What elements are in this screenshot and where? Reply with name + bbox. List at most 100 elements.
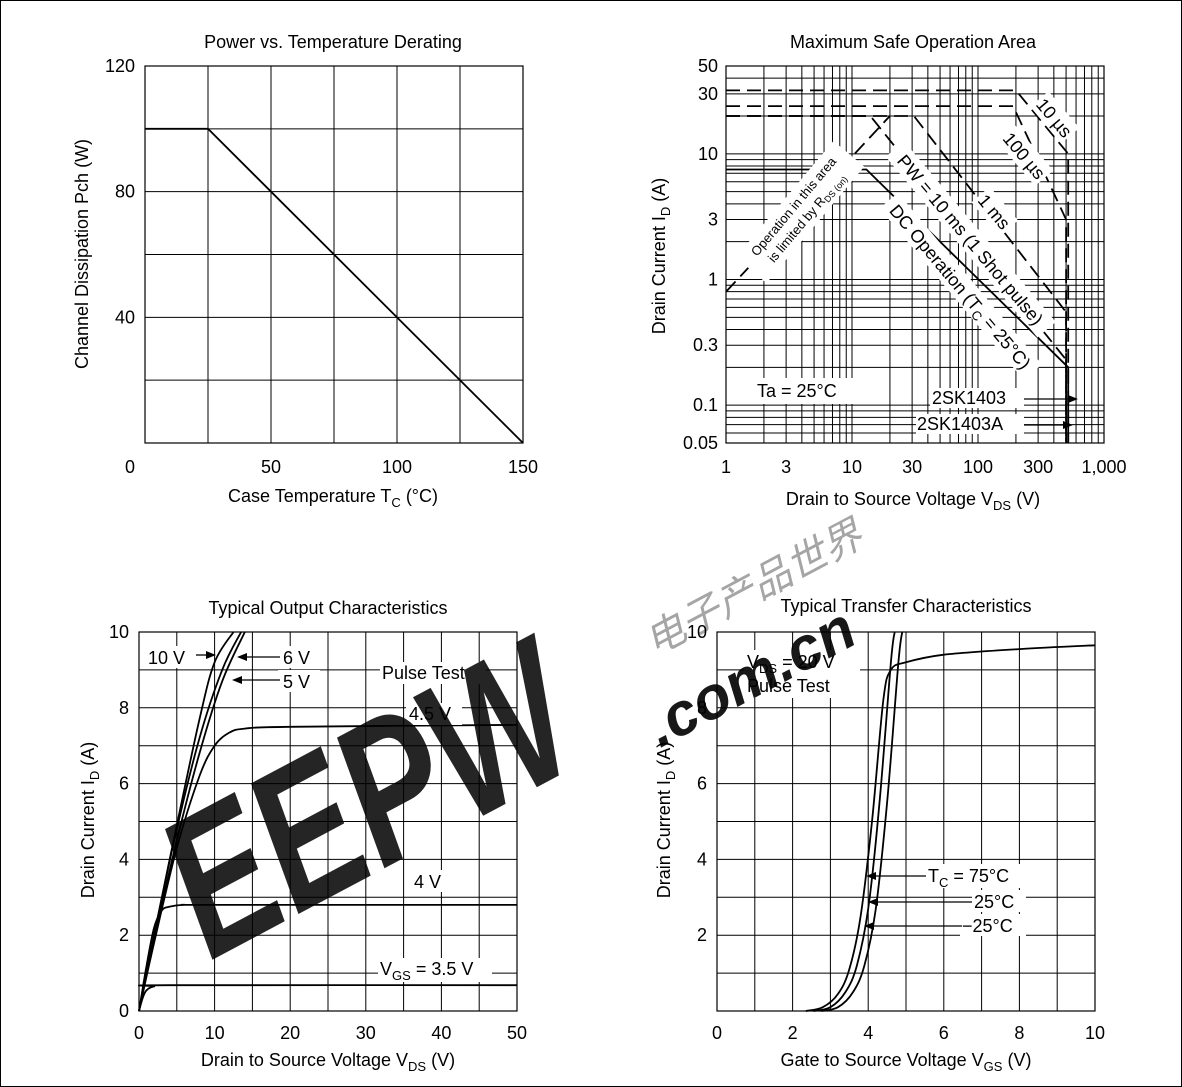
transfer-pulse-test: Pulse Test [747, 676, 830, 696]
part1-arrow [1068, 395, 1078, 403]
part2-arrow [1063, 421, 1073, 429]
chart3-ytick-label: 2 [119, 925, 129, 945]
tcm25-bg [960, 914, 1026, 936]
chart3-ytick-label: 0 [119, 1001, 129, 1021]
chart2-xlabel: Drain to Source Voltage VDS (V) [786, 489, 1040, 513]
chart2-tick-labels: 1 3 10 30 100 300 1,000 0.05 0.1 0.3 1 3 10 30 50 [683, 56, 1127, 477]
chart2-ytick-label: 0.1 [693, 395, 718, 415]
chart1-origin-label: 0 [125, 457, 135, 477]
eepw-watermark: EEPW .com.cn 电子产品世界 [126, 512, 872, 999]
chart3-xtick-label: 20 [280, 1023, 300, 1043]
label-pw-bg [885, 141, 1056, 338]
chart3-ytick-label: 6 [119, 774, 129, 794]
chart2-ytick-label: 50 [698, 56, 718, 76]
vgs35-bg [378, 958, 492, 982]
chart4-xtick-label: 8 [1014, 1023, 1024, 1043]
chart2-plot-frame [725, 65, 1105, 444]
label-10us-bg [1030, 91, 1080, 144]
chart1-plot-frame [144, 65, 524, 444]
chart4-plot-frame [716, 631, 1096, 1012]
chart2-xtick-label: 300 [1023, 457, 1053, 477]
chart4-ytick-label: 2 [697, 925, 707, 945]
chart1-tick-labels: 50 100 150 40 80 120 0 [105, 56, 538, 477]
transfer-vds-label: VDS = 20 V [747, 652, 835, 676]
chart2-ylabel: Drain Current ID (A) [649, 178, 673, 334]
chart4-ytick-label: 4 [697, 849, 707, 869]
chart3-tick-labels: 0 10 20 30 40 50 0 2 4 6 8 10 [109, 622, 527, 1043]
chart4-xtick-label: 2 [788, 1023, 798, 1043]
chart1-xtick-label: 50 [261, 457, 281, 477]
label-6v: 6 V [283, 648, 310, 668]
v5-arrow [232, 676, 242, 684]
v45-bg [406, 703, 462, 725]
output-characteristics-chart: Typical Output Characteristics 0 10 20 30 40… [78, 598, 527, 1074]
chart3-title: Typical Output Characteristics [208, 598, 447, 618]
chart4-xtick-label: 0 [712, 1023, 722, 1043]
label-tc-25c: 25°C [974, 892, 1014, 912]
chart2-series-5 [725, 115, 891, 293]
chart4-ytick-label: 8 [697, 698, 707, 718]
tc25-bg [972, 890, 1026, 912]
chart1-ytick-label: 80 [115, 182, 135, 202]
chart4-series-2 [820, 631, 904, 1012]
chart1-ylabel: Channel Dissipation Pch (W) [72, 139, 92, 369]
chart3-xtick-label: 0 [134, 1023, 144, 1043]
tc75-arrow [866, 872, 876, 880]
chart4-xlabel: Gate to Source Voltage VGS (V) [781, 1050, 1032, 1074]
chart3-series-5 [138, 984, 518, 1012]
chart2-xtick-label: 1,000 [1081, 457, 1126, 477]
chart4-series-0 [805, 644, 1096, 1012]
chart3-xtick-label: 30 [356, 1023, 376, 1043]
v6-arrow [237, 653, 247, 661]
chart2-ytick-label: 30 [698, 84, 718, 104]
chart2-ytick-label: 1 [708, 270, 718, 290]
chart3-xlabel: Drain to Source Voltage VDS (V) [201, 1050, 455, 1074]
v6-bg [278, 646, 320, 668]
chart3-xtick-label: 10 [205, 1023, 225, 1043]
chart4-ylabel: Drain Current ID (A) [654, 742, 678, 898]
label-5v: 5 V [283, 672, 310, 692]
chart2-xtick-label: 10 [842, 457, 862, 477]
chart2-ytick-label: 0.05 [683, 433, 718, 453]
chart1-series [145, 127, 524, 444]
chart3-series-4 [138, 903, 517, 1012]
transfer-characteristics-chart: Typical Transfer Characteristics 0 2 4 6 8 10… [654, 596, 1105, 1074]
part1-bg [930, 388, 1024, 408]
chart3-xtick-label: 50 [507, 1023, 527, 1043]
chart2-xtick-label: 30 [902, 457, 922, 477]
ta-label-bg [754, 378, 854, 404]
chart3-grid [138, 631, 518, 1012]
label-tc-minus-25c: −25°C [962, 916, 1013, 936]
chart1-xtick-label: 100 [382, 457, 412, 477]
chart1-ytick-label: 40 [115, 307, 135, 327]
chart2-xtick-label: 100 [963, 457, 993, 477]
part-2sk1403a-label: 2SK1403A [917, 414, 1003, 434]
v4-bg [410, 870, 450, 892]
part-2sk1403-label: 2SK1403 [932, 388, 1006, 408]
v10-bg [146, 646, 196, 668]
chart4-xtick-label: 6 [939, 1023, 949, 1043]
label-vgs-3-5v: VGS = 3.5 V [380, 959, 473, 983]
label-4-5v: 4.5 V [409, 704, 451, 724]
chart1-xlabel: Case Temperature TC (°C) [228, 486, 438, 510]
safe-operation-area-chart: Maximum Safe Operation Area 1 3 10 30 100 300… [649, 32, 1127, 513]
sao-ta-label: Ta = 25°C [757, 381, 837, 401]
chart4-tick-labels: 0 2 4 6 8 10 2 4 6 8 10 [687, 622, 1105, 1043]
chart4-series-1 [813, 631, 896, 1012]
label-dc-bg [879, 192, 1042, 380]
rds-on-annotation: Operation in this area is limited by RDS… [735, 140, 865, 284]
chart4-ytick-label: 10 [687, 622, 707, 642]
chart3-series [138, 631, 518, 1012]
chart4-grid [716, 631, 1096, 1012]
v10-arrow [206, 651, 216, 659]
chart2-ytick-label: 3 [708, 210, 718, 230]
chart4-xtick-label: 4 [863, 1023, 873, 1043]
chart1-xtick-label: 150 [508, 457, 538, 477]
chart2-series-0 [726, 89, 1070, 443]
chart2-title: Maximum Safe Operation Area [790, 32, 1037, 52]
chart1-ytick-label: 120 [105, 56, 135, 76]
chart4-title: Typical Transfer Characteristics [780, 596, 1031, 616]
tc75-bg [926, 864, 1026, 888]
label-tc-75c: TC = 75°C [928, 866, 1009, 890]
v5-bg [278, 670, 320, 692]
